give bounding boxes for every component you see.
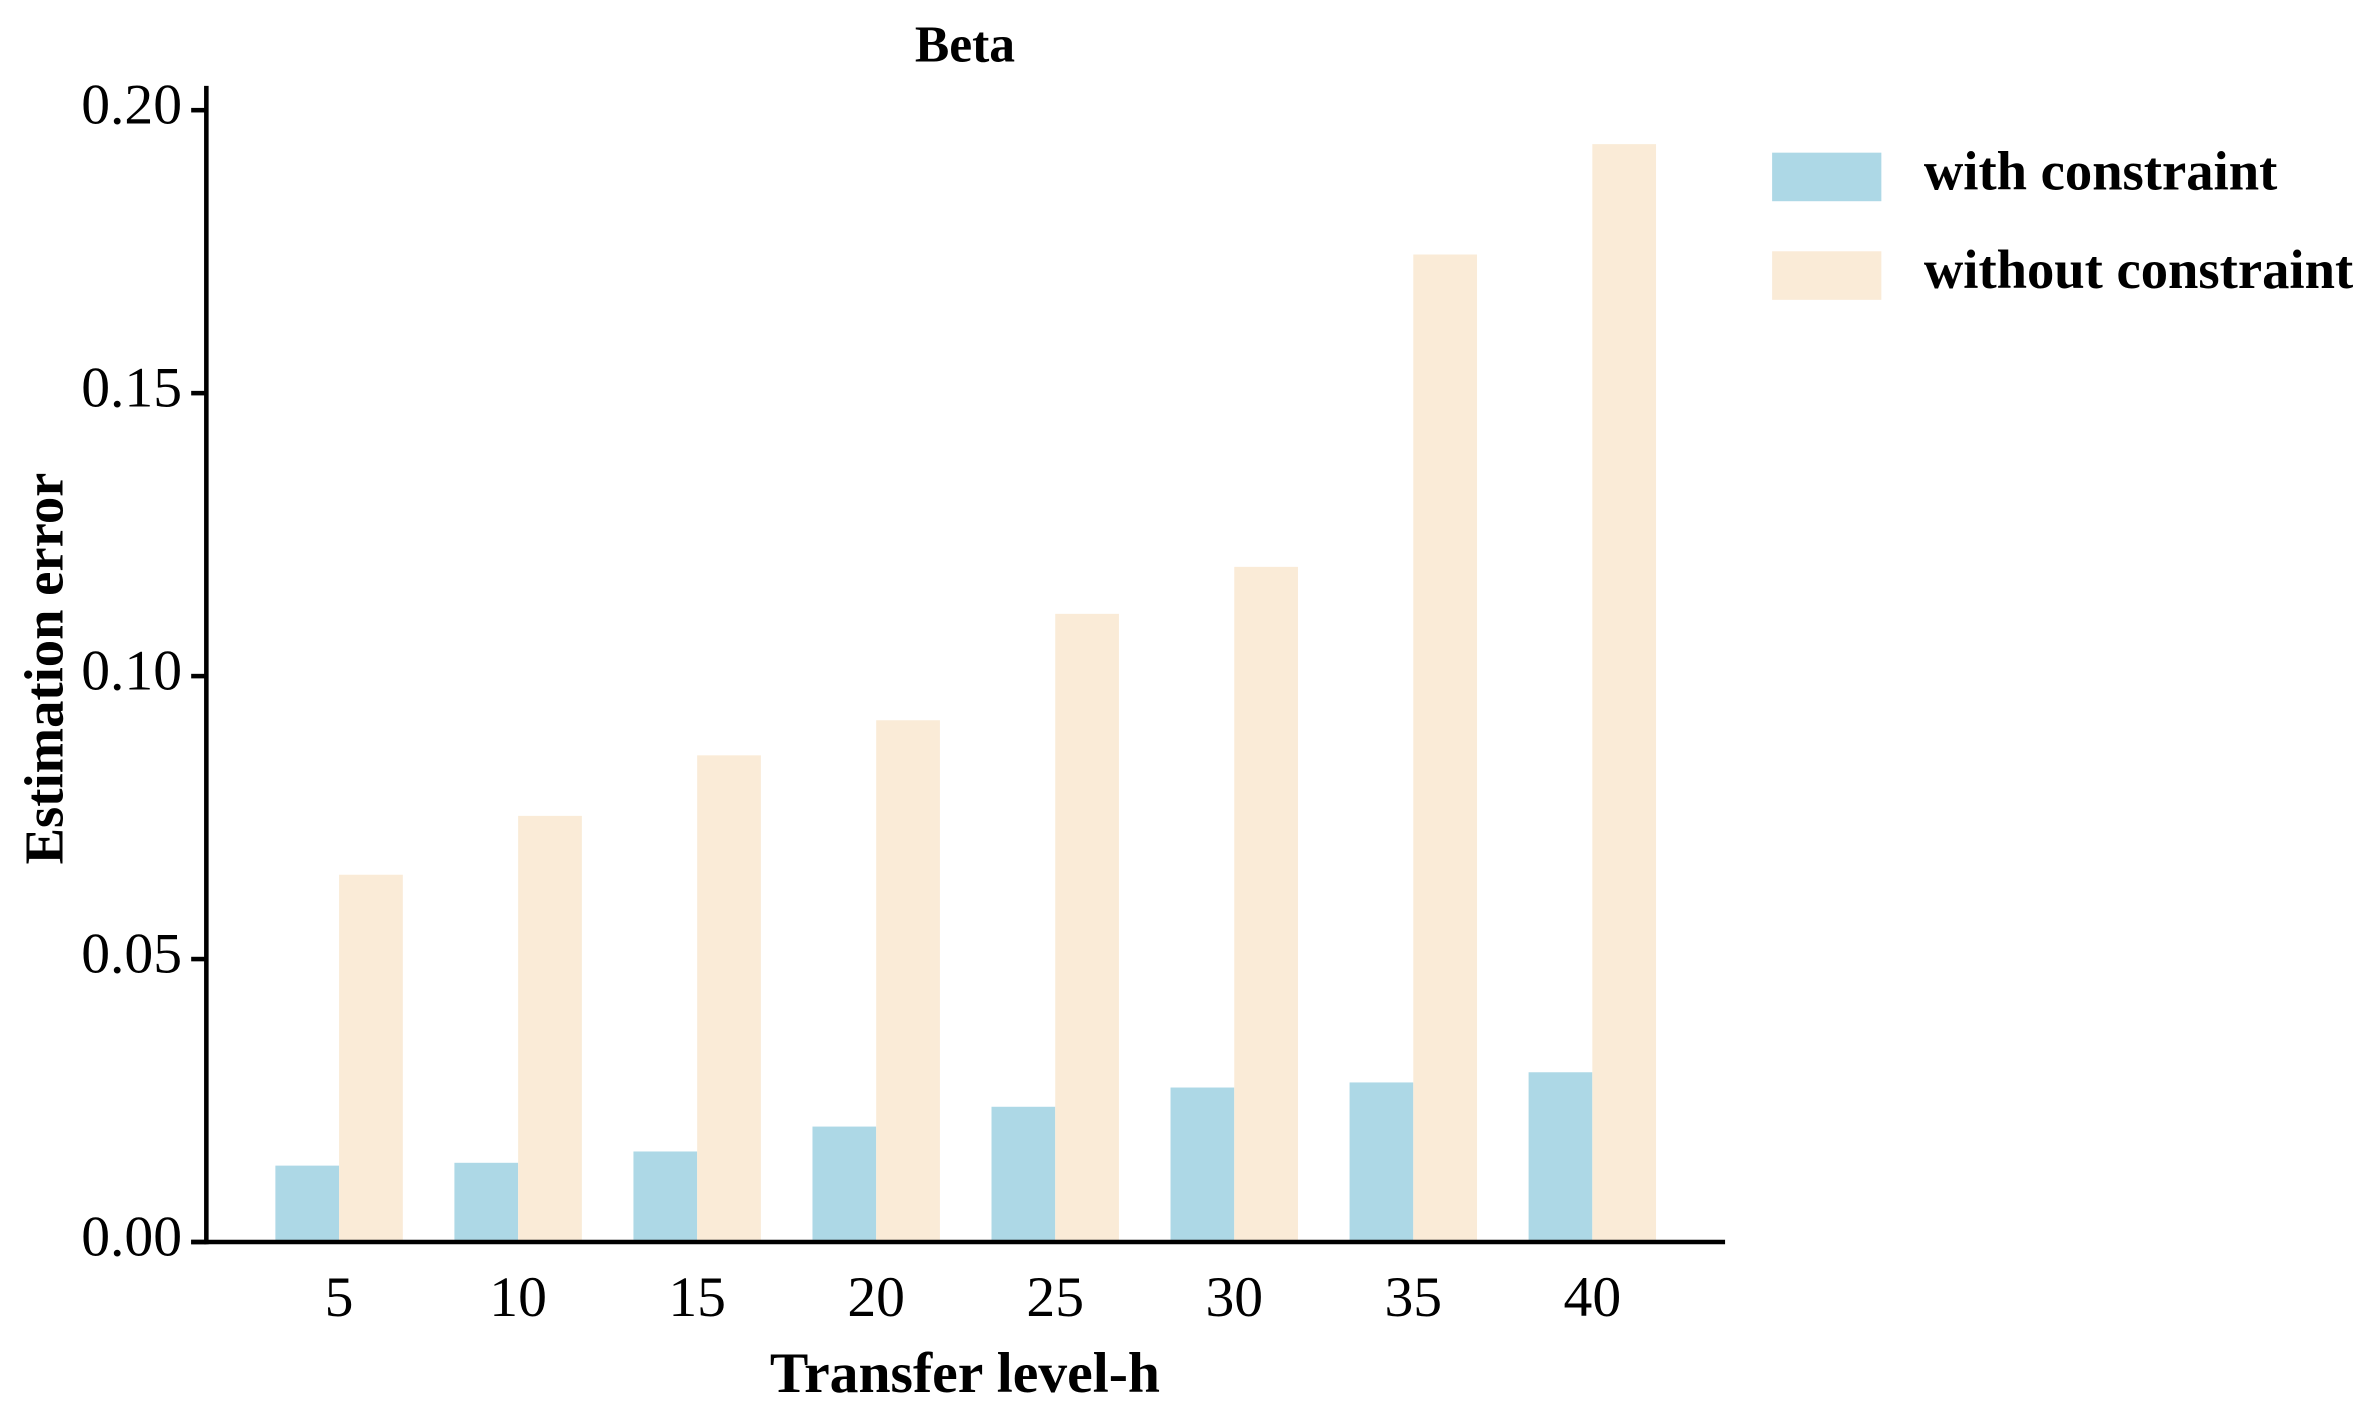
x-tick-label: 25 bbox=[1026, 1266, 1084, 1329]
bar bbox=[1528, 1072, 1593, 1243]
x-tick-label: 35 bbox=[1384, 1266, 1442, 1329]
x-tick-label: 20 bbox=[847, 1266, 905, 1329]
y-tick-label: 0.15 bbox=[81, 356, 182, 419]
legend-label: without constraint bbox=[1924, 239, 2353, 300]
bar bbox=[633, 1151, 698, 1243]
bar bbox=[1170, 1087, 1235, 1243]
bar bbox=[454, 1162, 519, 1243]
y-tick-label: 0.10 bbox=[81, 639, 182, 702]
x-axis-label: Transfer level-h bbox=[770, 1342, 1160, 1405]
legend-swatch bbox=[1772, 251, 1882, 300]
bar bbox=[275, 1165, 340, 1243]
chart-title: Beta bbox=[915, 16, 1015, 73]
bar bbox=[876, 720, 940, 1243]
y-tick-label: 0.20 bbox=[81, 73, 182, 136]
x-tick-label: 5 bbox=[325, 1266, 354, 1329]
x-tick-label: 15 bbox=[668, 1266, 726, 1329]
x-tick-label: 10 bbox=[489, 1266, 547, 1329]
y-tick-label: 0.05 bbox=[81, 922, 182, 985]
x-tick-label: 30 bbox=[1205, 1266, 1263, 1329]
legend-swatch bbox=[1772, 152, 1882, 202]
bar bbox=[1055, 613, 1119, 1243]
legend-label: with constraint bbox=[1924, 140, 2277, 201]
y-axis-label: Estimation error bbox=[14, 473, 75, 865]
bar bbox=[1349, 1082, 1414, 1243]
bar bbox=[1413, 254, 1478, 1243]
y-tick-label: 0.00 bbox=[81, 1205, 182, 1268]
bar bbox=[697, 755, 761, 1243]
bar bbox=[1592, 144, 1657, 1243]
bar bbox=[1234, 566, 1298, 1243]
x-tick-label: 40 bbox=[1564, 1266, 1622, 1329]
bar bbox=[991, 1106, 1056, 1243]
bar bbox=[339, 874, 403, 1243]
bar bbox=[812, 1126, 877, 1243]
bar bbox=[518, 815, 582, 1243]
